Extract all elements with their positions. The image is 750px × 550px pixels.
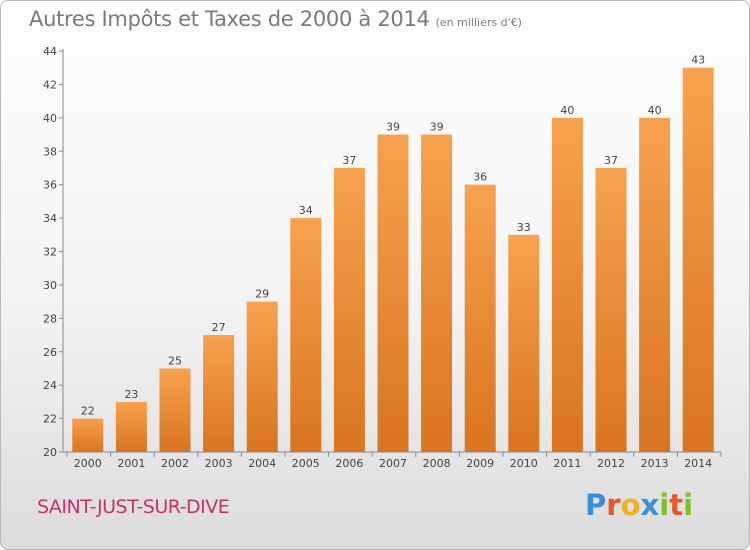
bar-value-label: 39	[386, 121, 400, 134]
bar-value-label: 36	[473, 171, 487, 184]
y-tick-label: 40	[43, 112, 57, 125]
y-tick-label: 38	[43, 145, 57, 158]
bar-value-label: 34	[299, 204, 313, 217]
x-axis: 2000 2001 2002 2003 2004 2005 2006 2007 2008 2009…	[63, 451, 722, 470]
y-tick-label: 28	[43, 312, 57, 325]
bar-value-label: 40	[560, 104, 574, 117]
x-tick-label: 2009	[466, 457, 494, 470]
logo-letter: i	[683, 488, 694, 522]
y-axis: 20 22 24 26 28 30 32 34 36 38 40 42 44	[43, 45, 64, 459]
bar	[377, 134, 409, 452]
logo-letter: P	[585, 488, 607, 522]
bar-value-label: 33	[517, 221, 531, 234]
y-tick-label: 34	[43, 212, 57, 225]
x-tick-label: 2001	[117, 457, 145, 470]
proxiti-logo: Proxiti	[585, 488, 693, 522]
y-tick-label: 32	[43, 246, 57, 259]
logo-letter: r	[606, 488, 621, 522]
logo-letter: t	[669, 488, 684, 522]
x-tick-label: 2000	[74, 457, 102, 470]
bars: 22 23 25 27 29 34 37 39 39 36 33 40 37 40 43	[72, 54, 714, 453]
x-tick-label: 2005	[292, 457, 320, 470]
bar	[159, 368, 191, 452]
bar-value-label: 25	[168, 354, 182, 367]
bar-value-label: 43	[691, 54, 705, 67]
bar-value-label: 29	[255, 288, 269, 301]
logo-letter: x	[640, 488, 660, 522]
bar	[639, 117, 671, 452]
bar	[72, 418, 104, 452]
x-tick-label: 2002	[161, 457, 189, 470]
x-tick-label: 2013	[641, 457, 669, 470]
chart-title: Autres Impôts et Taxes de 2000 à 2014 (en…	[29, 7, 522, 31]
bar-value-label: 27	[212, 321, 226, 334]
bar	[551, 117, 583, 452]
bar-value-label: 23	[124, 388, 138, 401]
y-tick-label: 20	[43, 446, 57, 459]
bar	[421, 134, 453, 452]
bar	[508, 234, 540, 452]
y-tick-label: 30	[43, 279, 57, 292]
y-tick-label: 36	[43, 179, 57, 192]
x-tick-label: 2006	[335, 457, 363, 470]
x-tick-label: 2003	[205, 457, 233, 470]
y-tick-label: 22	[43, 413, 57, 426]
y-tick-label: 44	[43, 45, 57, 58]
x-tick-label: 2012	[597, 457, 625, 470]
bar	[682, 67, 714, 452]
x-tick-label: 2007	[379, 457, 407, 470]
y-tick-label: 26	[43, 346, 57, 359]
y-tick-label: 24	[43, 379, 57, 392]
bar-value-label: 40	[648, 104, 662, 117]
x-tick-label: 2008	[423, 457, 451, 470]
x-tick-label: 2011	[553, 457, 581, 470]
logo-letter: i	[659, 488, 670, 522]
chart-unit: (en milliers d'€)	[435, 16, 522, 29]
x-tick-label: 2014	[684, 457, 712, 470]
x-tick-label: 2010	[510, 457, 538, 470]
bar	[595, 167, 627, 453]
bar	[203, 335, 235, 452]
bar-value-label: 37	[342, 154, 356, 167]
commune-name: SAINT-JUST-SUR-DIVE	[37, 496, 230, 518]
chart-title-text: Autres Impôts et Taxes de 2000 à 2014	[29, 7, 430, 31]
logo-letter: o	[620, 488, 641, 522]
bar	[333, 167, 365, 453]
bar-value-label: 22	[81, 405, 95, 418]
bar	[464, 184, 496, 452]
y-tick-label: 42	[43, 78, 57, 91]
bar-value-label: 37	[604, 154, 618, 167]
x-tick-label: 2004	[248, 457, 276, 470]
bar	[115, 401, 147, 452]
bar	[290, 218, 322, 452]
bar-value-label: 39	[430, 121, 444, 134]
bar	[246, 301, 278, 452]
